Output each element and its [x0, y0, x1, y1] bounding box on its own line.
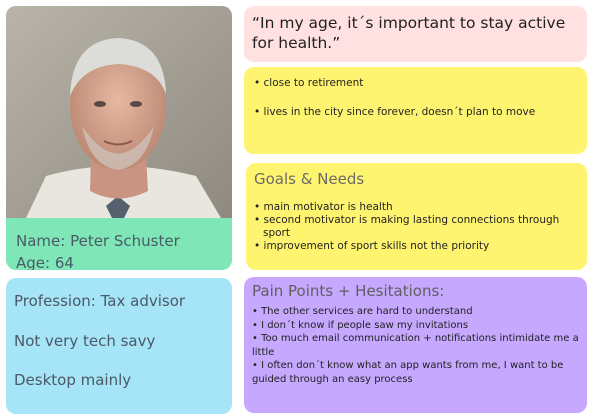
- list-item: • main motivator is health: [254, 201, 393, 213]
- goals-title: Goals & Needs: [254, 170, 365, 188]
- list-item: • I don´t know if people saw my invitati…: [252, 319, 469, 331]
- list-item: • Too much email communication + notific…: [252, 333, 579, 358]
- list-item: • The other services are hard to underst…: [252, 306, 473, 317]
- fact-item: • close to retirement: [254, 77, 364, 89]
- facts-card: • close to retirement • lives in the cit…: [244, 67, 587, 154]
- persona-age: Age: 64: [16, 254, 74, 270]
- pain-points-card: Pain Points + Hesitations: • The other s…: [244, 277, 587, 413]
- quote-card: “In my age, it´s important to stay activ…: [244, 6, 587, 62]
- persona-name: Name: Peter Schuster: [16, 232, 180, 250]
- pain-points-title: Pain Points + Hesitations:: [252, 282, 445, 300]
- persona-photo: [6, 6, 232, 218]
- quote-text: “In my age, it´s important to stay activ…: [252, 14, 566, 52]
- pain-points-list: • The other services are hard to underst…: [252, 305, 582, 386]
- device-text: Desktop mainly: [14, 371, 132, 389]
- list-item: • I often don´t know what an app wants f…: [252, 360, 564, 385]
- goals-list: • main motivator is health • second moti…: [254, 201, 579, 253]
- goals-card: Goals & Needs • main motivator is health…: [246, 163, 587, 270]
- persona-card: Name: Peter Schuster Age: 64: [6, 6, 232, 270]
- profile-card: Profession: Tax advisor Not very tech sa…: [6, 278, 232, 414]
- tech-level-text: Not very tech savy: [14, 332, 156, 350]
- profession-text: Profession: Tax advisor: [14, 292, 186, 310]
- list-item: • improvement of sport skills not the pr…: [254, 240, 490, 252]
- list-item: • second motivator is making lasting con…: [254, 214, 560, 239]
- fact-item: • lives in the city since forever, doesn…: [254, 106, 536, 118]
